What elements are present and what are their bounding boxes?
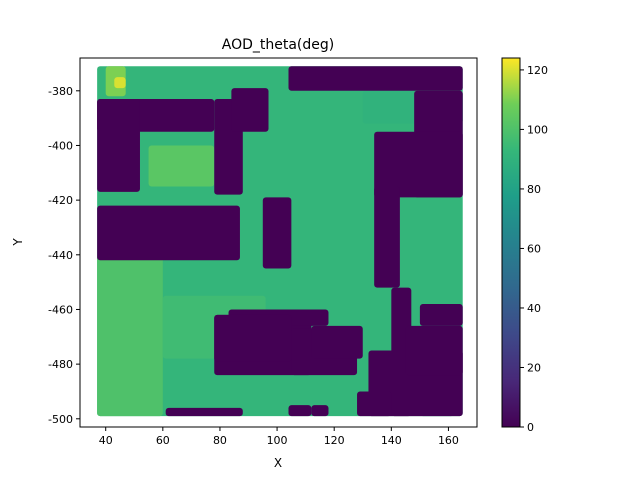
y-tick-label: -380	[48, 85, 73, 98]
heatmap-region	[262, 197, 292, 269]
heatmap-region	[97, 99, 140, 192]
heatmap-region	[97, 205, 240, 261]
heatmap-region	[357, 391, 392, 417]
x-tick-label: 60	[156, 434, 170, 447]
x-tick-label: 40	[99, 434, 113, 447]
colorbar-tick-label: 20	[527, 361, 541, 374]
x-tick-label: 140	[381, 434, 402, 447]
y-tick-label: -400	[48, 139, 73, 152]
heatmap-region	[231, 88, 269, 132]
colorbar-tick-label: 80	[527, 183, 541, 196]
x-tick-label: 100	[267, 434, 288, 447]
heatmap-region	[405, 325, 463, 376]
colorbar-tick-label: 0	[527, 421, 534, 434]
x-tick-label: 120	[324, 434, 345, 447]
colorbar-tick-label: 60	[527, 242, 541, 255]
y-tick-label: -420	[48, 194, 73, 207]
x-axis-ticks: 40 60 80 100 120 140 160	[99, 427, 459, 447]
heatmap-region	[374, 131, 463, 198]
x-tick-label: 160	[438, 434, 459, 447]
y-tick-label: -460	[48, 303, 73, 316]
colorbar-tick-label: 40	[527, 302, 541, 315]
y-axis-ticks: -380 -400 -420 -440 -460 -480 -500	[48, 85, 80, 426]
colorbar-tick-label: 100	[527, 123, 548, 136]
colorbar-ticks: 0 20 40 60 80 100 120	[520, 64, 548, 434]
heatmap-region	[288, 66, 463, 91]
y-tick-label: -440	[48, 249, 73, 262]
heatmap-regions	[97, 66, 463, 417]
x-axis-label: X	[274, 456, 282, 470]
colorbar-tick-label: 120	[527, 64, 548, 77]
heatmap-region	[165, 407, 243, 417]
colorbar	[501, 57, 521, 428]
y-tick-label: -500	[48, 413, 73, 426]
heatmap-region	[214, 314, 292, 362]
plot-frame	[79, 57, 478, 428]
heatmap-region	[288, 405, 312, 417]
y-axis-label: Y	[11, 238, 25, 247]
heatmap-region	[419, 304, 463, 326]
chart-title: AOD_theta(deg)	[222, 37, 335, 53]
heatmap-region	[311, 405, 329, 417]
heatmap-region	[114, 77, 126, 89]
heatmap-region	[97, 254, 163, 417]
heatmap-region	[374, 186, 400, 288]
y-tick-label: -480	[48, 358, 73, 371]
heatmap-region	[148, 145, 215, 187]
x-tick-label: 80	[213, 434, 227, 447]
heatmap-region	[311, 325, 363, 359]
